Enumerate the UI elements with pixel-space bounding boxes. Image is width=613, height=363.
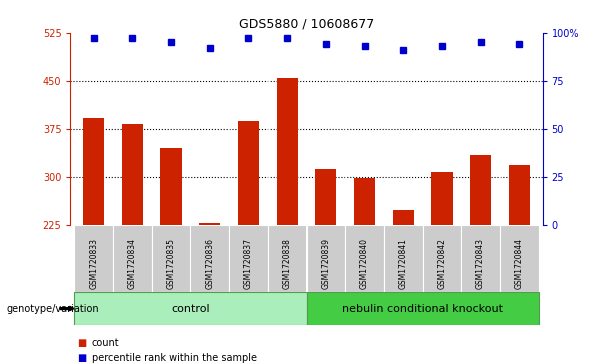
Text: GSM1720838: GSM1720838 — [283, 238, 292, 289]
Text: GSM1720835: GSM1720835 — [167, 238, 175, 289]
Bar — [161, 148, 181, 225]
Text: GSM1720839: GSM1720839 — [321, 238, 330, 289]
Text: ■: ■ — [77, 352, 86, 363]
Bar — [509, 166, 530, 225]
Text: GSM1720840: GSM1720840 — [360, 238, 369, 289]
FancyBboxPatch shape — [306, 225, 345, 292]
Text: ■: ■ — [77, 338, 86, 348]
FancyBboxPatch shape — [345, 225, 384, 292]
Text: control: control — [171, 303, 210, 314]
Bar — [122, 125, 143, 225]
Text: GSM1720841: GSM1720841 — [398, 238, 408, 289]
FancyBboxPatch shape — [191, 225, 229, 292]
FancyBboxPatch shape — [113, 225, 152, 292]
Text: GSM1720833: GSM1720833 — [89, 238, 98, 289]
FancyBboxPatch shape — [268, 225, 306, 292]
Bar — [315, 169, 337, 225]
Bar — [354, 178, 375, 225]
Text: GSM1720842: GSM1720842 — [438, 238, 446, 289]
FancyBboxPatch shape — [152, 225, 191, 292]
Bar — [470, 155, 491, 225]
FancyBboxPatch shape — [229, 225, 268, 292]
Bar — [238, 121, 259, 225]
Text: GSM1720836: GSM1720836 — [205, 238, 215, 289]
Bar — [83, 118, 104, 225]
FancyBboxPatch shape — [384, 225, 422, 292]
FancyBboxPatch shape — [461, 225, 500, 292]
Text: count: count — [92, 338, 120, 348]
Title: GDS5880 / 10608677: GDS5880 / 10608677 — [239, 17, 374, 30]
FancyBboxPatch shape — [74, 225, 113, 292]
FancyBboxPatch shape — [422, 225, 461, 292]
Bar — [306, 292, 539, 325]
FancyBboxPatch shape — [500, 225, 539, 292]
Text: nebulin conditional knockout: nebulin conditional knockout — [342, 303, 503, 314]
Bar — [276, 78, 298, 225]
Text: GSM1720837: GSM1720837 — [244, 238, 253, 289]
Text: genotype/variation: genotype/variation — [6, 303, 99, 314]
Bar — [432, 172, 452, 225]
Bar — [392, 210, 414, 225]
Bar — [199, 223, 221, 225]
Text: GSM1720843: GSM1720843 — [476, 238, 485, 289]
Bar — [74, 292, 306, 325]
Text: GSM1720834: GSM1720834 — [128, 238, 137, 289]
Text: GSM1720844: GSM1720844 — [515, 238, 524, 289]
Text: percentile rank within the sample: percentile rank within the sample — [92, 352, 257, 363]
